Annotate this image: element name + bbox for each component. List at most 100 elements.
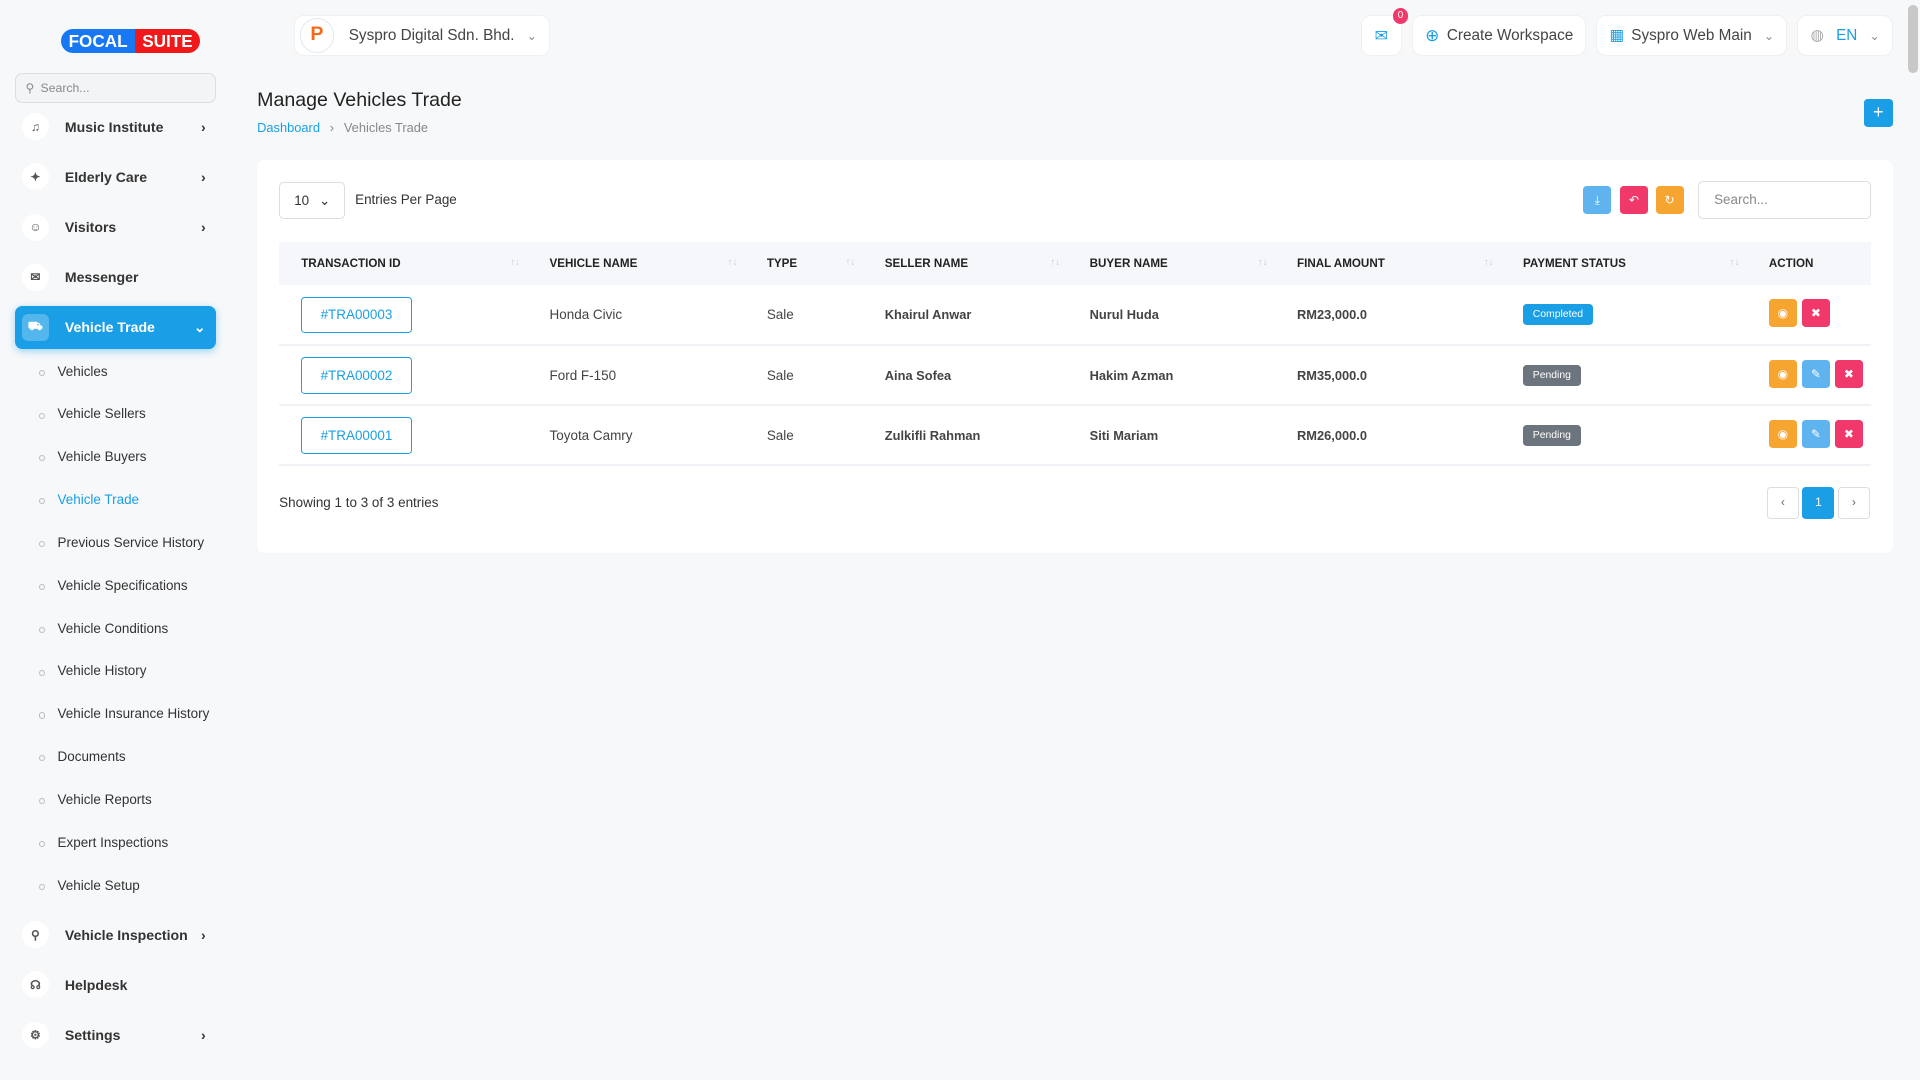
entries-per-page-select[interactable]: 10 ⌄ (279, 182, 346, 220)
chat-icon: ✉ (22, 263, 49, 291)
trash-icon: ✖ (1843, 426, 1855, 441)
sidebar-item-settings[interactable]: ⚙ Settings › (15, 1014, 216, 1057)
sort-icon[interactable]: ↑↓ (1050, 257, 1061, 269)
delete-button[interactable]: ✖ (1834, 419, 1864, 448)
column-header[interactable]: FINAL AMOUNT ↑↓ (1274, 242, 1501, 286)
sidebar-subitem-vehicle-buyers[interactable]: Vehicle Buyers (15, 442, 216, 485)
eye-icon: ◉ (1777, 306, 1789, 321)
sidebar-subitem-documents[interactable]: Documents (15, 742, 216, 785)
table-row: #TRA00002 Ford F-150 Sale Aina Sofea Hak… (279, 345, 1872, 407)
chevron-down-icon: ⌄ (318, 192, 331, 208)
view-button[interactable]: ◉ (1768, 359, 1797, 388)
undo-icon: ↶ (1628, 193, 1640, 208)
column-header[interactable]: VEHICLE NAME ↑↓ (527, 242, 745, 286)
transaction-id-link[interactable]: #TRA00002 (301, 357, 412, 394)
search-icon: ⚲ (25, 81, 35, 96)
refresh-icon: ↻ (1664, 193, 1675, 208)
trash-icon: ✖ (1810, 306, 1822, 321)
view-button[interactable]: ◉ (1768, 419, 1797, 448)
column-header[interactable]: PAYMENT STATUS ↑↓ (1500, 242, 1747, 286)
pencil-icon: ✎ (1810, 366, 1822, 381)
sidebar-item-music-institute[interactable]: ♫ Music Institute › (15, 105, 216, 148)
walking-icon: ✦ (22, 163, 49, 191)
transaction-id-link[interactable]: #TRA00001 (301, 417, 412, 454)
create-workspace-button[interactable]: ⊕ Create Workspace (1411, 14, 1587, 57)
chevron-down-icon: ⌄ (526, 28, 538, 43)
chevron-right-icon: › (201, 1027, 206, 1043)
workspace-selector[interactable]: ▦ Syspro Web Main ⌄ (1596, 14, 1788, 57)
delete-button[interactable]: ✖ (1834, 359, 1864, 388)
column-header[interactable]: SELLER NAME ↑↓ (862, 242, 1068, 286)
chevron-down-icon: ⌄ (1869, 28, 1880, 43)
breadcrumb-dashboard[interactable]: Dashboard (257, 120, 320, 135)
sidebar-item-elderly-care[interactable]: ✦ Elderly Care › (15, 155, 216, 198)
sidebar-item-visitors[interactable]: ☺ Visitors › (15, 206, 216, 249)
delete-button[interactable]: ✖ (1801, 299, 1831, 328)
circle-icon (39, 883, 46, 890)
circle-icon (39, 755, 46, 762)
sort-icon[interactable]: ↑↓ (510, 257, 521, 269)
sidebar-subitem-vehicle-insurance-history[interactable]: Vehicle Insurance History (15, 699, 216, 742)
sidebar-subitem-vehicle-setup[interactable]: Vehicle Setup (15, 870, 216, 913)
sort-icon[interactable]: ↑↓ (727, 257, 738, 269)
refresh-button[interactable]: ↻ (1655, 186, 1684, 215)
plus-circle-icon: ⊕ (1425, 25, 1440, 45)
prev-page-button[interactable]: ‹ (1766, 487, 1799, 520)
table-search-input[interactable]: Search... (1698, 181, 1872, 220)
company-logo: P (299, 18, 335, 53)
next-page-button[interactable]: › (1837, 487, 1870, 520)
circle-icon (39, 412, 46, 419)
sidebar-subitem-vehicles[interactable]: Vehicles (15, 356, 216, 399)
column-header[interactable]: TYPE ↑↓ (744, 242, 863, 286)
status-badge: Pending (1522, 424, 1581, 446)
sidebar-item-vehicle-inspection[interactable]: ⚲ Vehicle Inspection › (15, 913, 216, 956)
language-selector[interactable]: ◍ EN ⌄ (1797, 14, 1894, 57)
sidebar-subitem-vehicle-conditions[interactable]: Vehicle Conditions (15, 613, 216, 656)
edit-button[interactable]: ✎ (1801, 359, 1831, 388)
sidebar-subitem-vehicle-trade[interactable]: Vehicle Trade (15, 485, 216, 528)
eye-icon: ◉ (1777, 426, 1789, 441)
sidebar-subitem-vehicle-reports[interactable]: Vehicle Reports (15, 785, 216, 828)
reset-button[interactable]: ↶ (1620, 186, 1649, 215)
scrollbar[interactable] (1907, 4, 1918, 74)
sort-icon[interactable]: ↑↓ (845, 257, 856, 269)
sidebar-subitem-previous-service-history[interactable]: Previous Service History (15, 528, 216, 571)
column-header[interactable]: BUYER NAME ↑↓ (1067, 242, 1275, 286)
chevron-down-icon: ⌄ (1763, 28, 1775, 43)
sidebar-search-input[interactable]: ⚲ Search... (14, 73, 216, 103)
transaction-id-link[interactable]: #TRA00003 (301, 296, 412, 334)
trade-table: TRANSACTION ID ↑↓ VEHICLE NAME ↑↓ TYPE ↑↓ SELL… (279, 242, 1872, 467)
column-header[interactable]: TRANSACTION ID ↑↓ (279, 242, 528, 286)
sidebar-item-vehicle-trade[interactable]: ⛟ Vehicle Trade ⌄ (14, 306, 216, 349)
page-1-button[interactable]: 1 (1802, 487, 1835, 520)
table-row: #TRA00001 Toyota Camry Sale Zulkifli Rah… (279, 405, 1872, 467)
sidebar: FOCAL SUITE ⚲ Search... ♫ Music Institute … (0, 0, 231, 1080)
sidebar-item-messenger[interactable]: ✉ Messenger (15, 256, 216, 299)
sidebar-nav: ♫ Music Institute › ✦ Elderly Care › ☺ V… (14, 105, 216, 1063)
add-button[interactable]: + (1863, 99, 1894, 128)
sidebar-subitem-vehicle-history[interactable]: Vehicle History (15, 656, 216, 699)
pencil-icon: ✎ (1810, 426, 1822, 441)
apps-icon: ▦ (1609, 27, 1624, 44)
sidebar-subitem-vehicle-specifications[interactable]: Vehicle Specifications (15, 570, 216, 613)
company-selector[interactable]: P Syspro Digital Sdn. Bhd. ⌄ (293, 14, 551, 57)
sort-icon[interactable]: ↑↓ (1483, 257, 1494, 269)
sort-icon[interactable]: ↑↓ (1257, 257, 1268, 269)
edit-button[interactable]: ✎ (1801, 419, 1831, 448)
music-icon: ♫ (22, 113, 49, 141)
circle-icon (39, 669, 46, 676)
sidebar-subitem-expert-inspections[interactable]: Expert Inspections (15, 828, 216, 871)
view-button[interactable]: ◉ (1768, 299, 1797, 328)
export-button[interactable]: ⤓ (1583, 186, 1612, 215)
circle-icon (39, 840, 46, 848)
globe-icon: ◍ (1810, 27, 1824, 44)
circle-icon (39, 626, 46, 633)
sidebar-item-helpdesk[interactable]: ☊ Helpdesk (15, 963, 216, 1006)
chat-icon: ✉ (1374, 27, 1388, 45)
sort-icon[interactable]: ↑↓ (1729, 257, 1740, 269)
column-header: ACTION (1746, 242, 1872, 286)
chevron-right-icon: › (201, 118, 206, 135)
messages-button[interactable]: ✉ 0 (1360, 8, 1409, 57)
sidebar-subitem-vehicle-sellers[interactable]: Vehicle Sellers (15, 399, 216, 442)
person-icon: ☺ (22, 213, 49, 241)
